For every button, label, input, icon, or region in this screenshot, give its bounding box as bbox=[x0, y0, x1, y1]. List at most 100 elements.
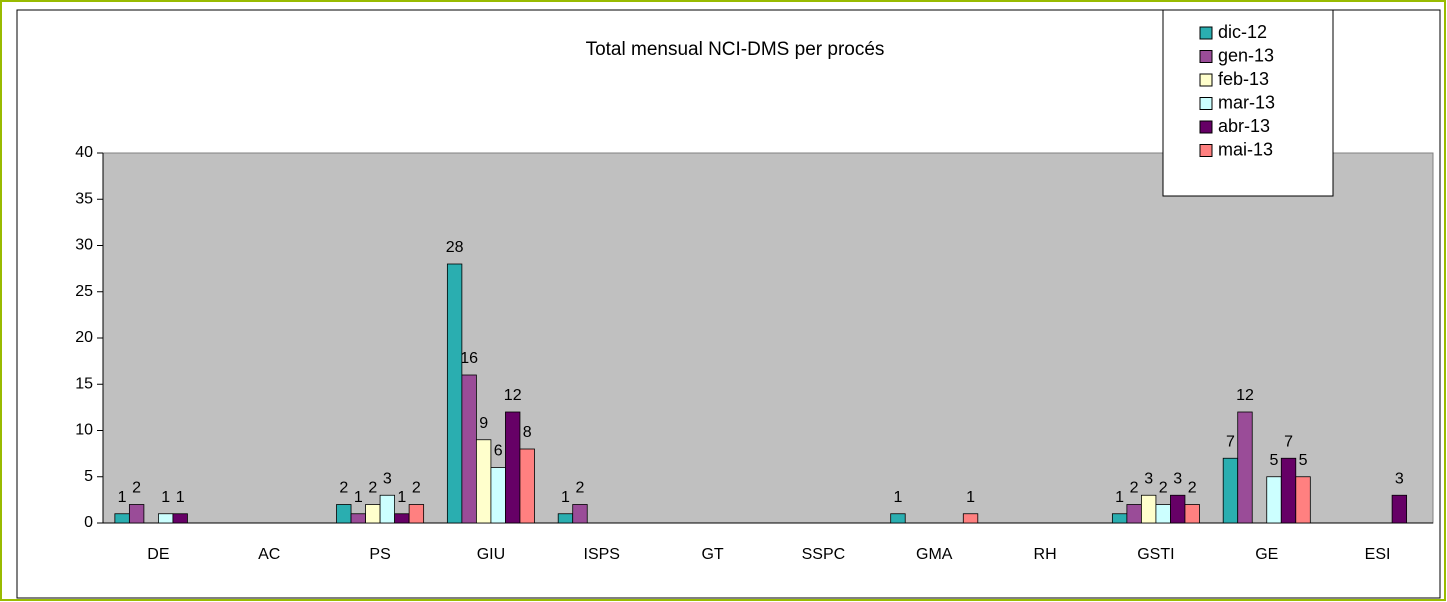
bar bbox=[475, 439, 492, 524]
x-tick-label: GE bbox=[1255, 546, 1278, 563]
bar bbox=[1222, 457, 1239, 524]
bar bbox=[890, 513, 906, 524]
y-tick-label: 10 bbox=[75, 422, 93, 439]
data-label: 9 bbox=[479, 415, 488, 432]
bar bbox=[572, 504, 588, 524]
bar bbox=[1170, 494, 1186, 524]
bar bbox=[1295, 476, 1311, 524]
bar bbox=[172, 513, 188, 524]
bar bbox=[446, 263, 463, 524]
x-tick-label: GSTI bbox=[1137, 546, 1174, 563]
y-tick-label: 0 bbox=[84, 514, 93, 531]
x-tick-label: PS bbox=[369, 546, 390, 563]
bar bbox=[505, 411, 521, 524]
legend-label: mar-13 bbox=[1218, 92, 1275, 112]
chart-title: Total mensual NCI-DMS per procés bbox=[586, 39, 885, 60]
legend-label: feb-13 bbox=[1218, 69, 1269, 89]
bar bbox=[1391, 494, 1408, 524]
x-tick-label: DE bbox=[147, 546, 169, 563]
y-tick-label: 15 bbox=[75, 375, 93, 392]
legend-label: gen-13 bbox=[1218, 45, 1274, 65]
data-label: 2 bbox=[1159, 480, 1168, 497]
data-label: 8 bbox=[523, 424, 532, 441]
bar bbox=[394, 513, 410, 524]
legend-swatch bbox=[1199, 50, 1213, 63]
bar bbox=[1184, 504, 1200, 524]
legend-swatch bbox=[1199, 120, 1213, 134]
legend-swatch bbox=[1199, 144, 1213, 157]
x-tick-label: GMA bbox=[916, 546, 953, 563]
data-label: 7 bbox=[1284, 433, 1293, 450]
data-label: 1 bbox=[561, 489, 570, 506]
x-tick-label: GIU bbox=[477, 546, 505, 563]
data-label: 1 bbox=[354, 489, 363, 506]
data-label: 3 bbox=[1395, 470, 1404, 487]
y-tick-label: 40 bbox=[75, 144, 93, 161]
bar bbox=[519, 448, 535, 524]
data-label: 1 bbox=[397, 489, 406, 506]
data-label: 6 bbox=[494, 443, 503, 460]
bar bbox=[379, 494, 396, 524]
legend bbox=[1162, 9, 1334, 197]
data-label: 1 bbox=[118, 489, 127, 506]
data-label: 3 bbox=[1173, 470, 1182, 487]
x-tick-label: ISPS bbox=[584, 546, 620, 563]
data-label: 2 bbox=[1188, 480, 1197, 497]
bar bbox=[114, 513, 130, 524]
bar bbox=[1266, 476, 1282, 524]
bar bbox=[557, 513, 574, 524]
bar bbox=[1111, 513, 1128, 524]
data-label: 1 bbox=[893, 489, 902, 506]
bar bbox=[1280, 457, 1297, 524]
bar bbox=[461, 374, 477, 524]
legend-label: mai-13 bbox=[1218, 139, 1273, 159]
bar bbox=[1237, 411, 1253, 524]
y-tick-label: 30 bbox=[75, 237, 93, 254]
legend-label: abr-13 bbox=[1218, 116, 1270, 136]
data-label: 2 bbox=[412, 480, 421, 497]
x-tick-label: SSPC bbox=[802, 546, 846, 563]
y-tick-label: 20 bbox=[75, 329, 93, 346]
bar bbox=[408, 504, 425, 524]
x-tick-label: RH bbox=[1034, 546, 1057, 563]
bar bbox=[365, 504, 381, 524]
legend-swatch bbox=[1199, 73, 1213, 87]
bar bbox=[1140, 494, 1157, 524]
y-tick-label: 5 bbox=[84, 468, 93, 485]
bar bbox=[158, 513, 174, 524]
data-label: 1 bbox=[161, 489, 170, 506]
legend-swatch bbox=[1199, 97, 1213, 110]
bar bbox=[1155, 504, 1171, 524]
data-label: 1 bbox=[966, 489, 975, 506]
data-label: 7 bbox=[1226, 433, 1235, 450]
data-label: 16 bbox=[460, 350, 478, 367]
bar bbox=[1126, 504, 1142, 524]
data-label: 3 bbox=[1144, 470, 1153, 487]
data-label: 12 bbox=[1236, 387, 1254, 404]
data-label: 1 bbox=[1115, 489, 1124, 506]
data-label: 1 bbox=[176, 489, 185, 506]
bar bbox=[962, 513, 979, 524]
data-label: 5 bbox=[1270, 452, 1279, 469]
y-tick-label: 25 bbox=[75, 283, 93, 300]
data-label: 2 bbox=[132, 480, 141, 497]
data-label: 2 bbox=[1130, 480, 1139, 497]
data-label: 28 bbox=[446, 239, 464, 256]
data-label: 3 bbox=[383, 470, 392, 487]
bar bbox=[336, 504, 352, 524]
data-label: 12 bbox=[504, 387, 522, 404]
legend-swatch bbox=[1199, 26, 1213, 40]
plot-area bbox=[102, 152, 1434, 524]
y-tick-label: 35 bbox=[75, 190, 93, 207]
data-label: 2 bbox=[368, 480, 377, 497]
bar bbox=[350, 513, 366, 524]
bar bbox=[128, 504, 145, 524]
bar bbox=[490, 467, 506, 524]
data-label: 5 bbox=[1299, 452, 1308, 469]
data-label: 2 bbox=[339, 480, 348, 497]
data-label: 2 bbox=[576, 480, 585, 497]
x-tick-label: GT bbox=[701, 546, 723, 563]
legend-label: dic-12 bbox=[1218, 22, 1267, 42]
x-tick-label: AC bbox=[258, 546, 280, 563]
